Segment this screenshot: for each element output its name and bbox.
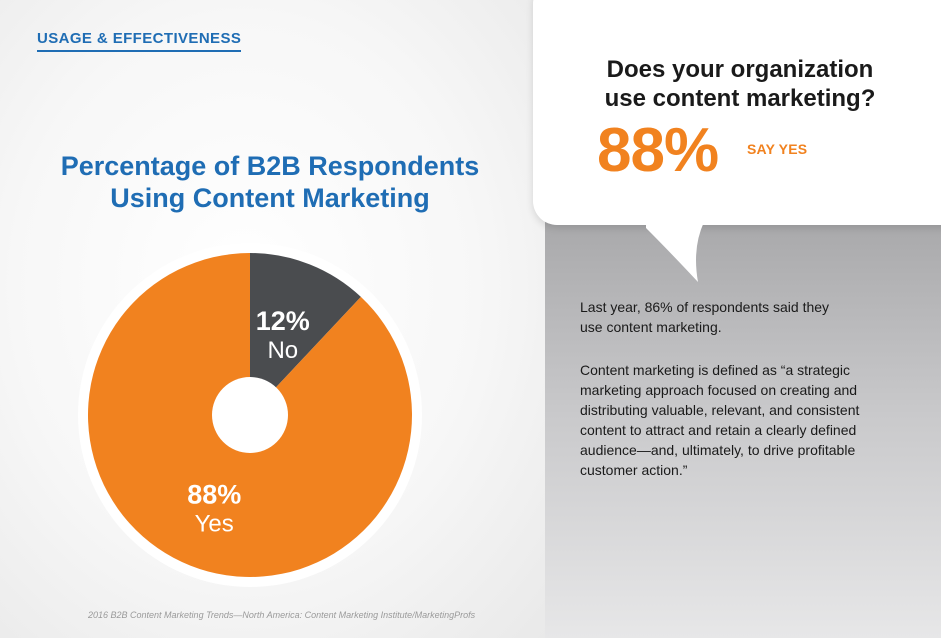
- description-line: marketing approach focused on creating a…: [580, 382, 858, 398]
- pie-value-label-yes: 88%: [187, 479, 241, 509]
- description-line: audience—and, ultimately, to drive profi…: [580, 442, 856, 458]
- section-label: USAGE & EFFECTIVENESS: [37, 31, 242, 52]
- description-line: use content marketing.: [580, 319, 722, 335]
- description-line: distributing valuable, relevant, and con…: [580, 402, 860, 418]
- source-note: 2016 B2B Content Marketing Trends—North …: [88, 610, 476, 620]
- callout-say-yes: SAY YES: [747, 141, 808, 157]
- speech-bubble: [533, 0, 941, 225]
- pie-category-label-yes: Yes: [195, 510, 234, 537]
- chart-title-line1: Percentage of B2B Respondents: [60, 151, 480, 181]
- speech-bubble-tail: [646, 222, 704, 282]
- description-line: content to attract and retain a clearly …: [580, 422, 857, 438]
- chart-title-line2: Using Content Marketing: [110, 183, 430, 213]
- description-line: customer action.”: [580, 462, 688, 478]
- callout-question-line2: use content marketing?: [604, 85, 876, 112]
- pie-value-label-no: 12%: [256, 306, 310, 336]
- description-line: Last year, 86% of respondents said they: [580, 299, 830, 315]
- callout-question-line1: Does your organization: [606, 56, 874, 83]
- callout-big-number: 88%: [597, 116, 719, 185]
- pie-chart: 12%No 88%Yes: [78, 243, 422, 587]
- description-paragraph-2: Content marketing is defined as “a strat…: [580, 360, 910, 480]
- description-paragraph-1: Last year, 86% of respondents said they …: [580, 297, 910, 337]
- description-line: Content marketing is defined as “a strat…: [580, 362, 851, 378]
- pie-donut-hole: [212, 377, 288, 453]
- pie-category-label-no: No: [267, 337, 298, 364]
- pie-slice-no: [250, 253, 361, 415]
